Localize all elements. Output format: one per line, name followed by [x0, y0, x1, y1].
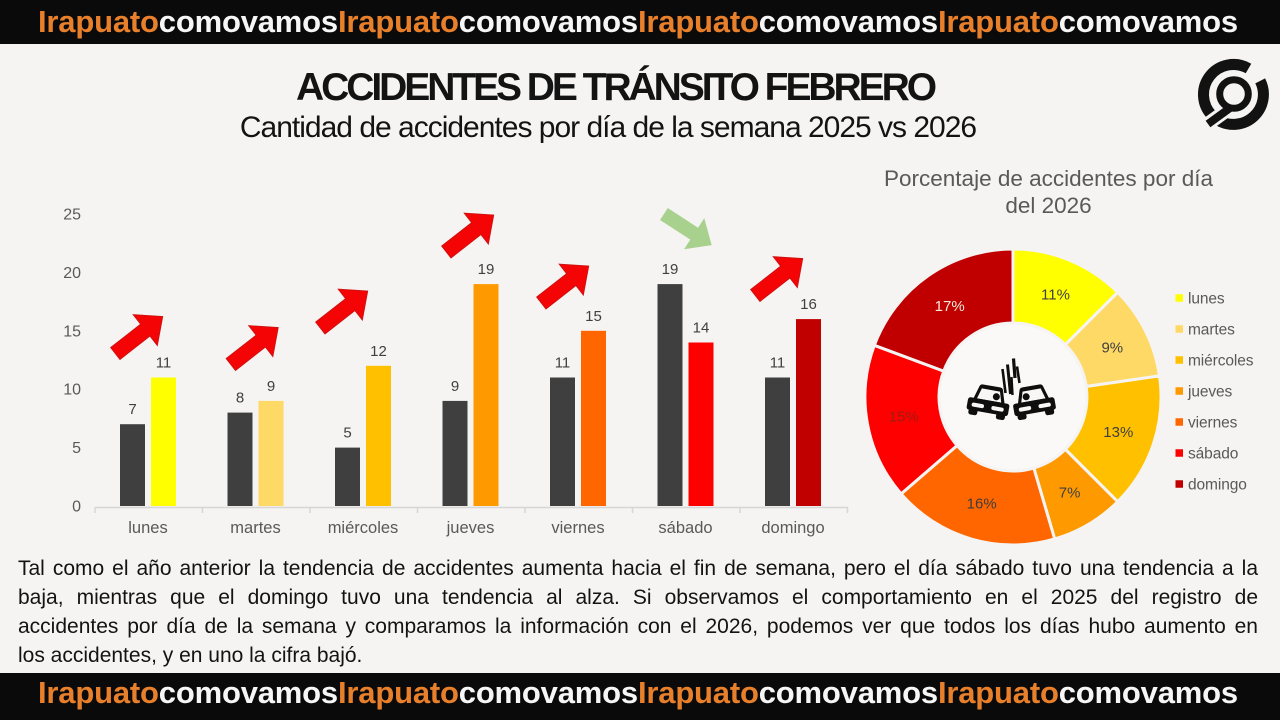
svg-text:12: 12	[370, 343, 387, 360]
svg-text:viernes: viernes	[1188, 415, 1238, 432]
svg-text:15: 15	[585, 308, 602, 325]
svg-text:11: 11	[156, 355, 172, 372]
svg-text:17%: 17%	[935, 298, 965, 315]
svg-text:5: 5	[72, 440, 81, 457]
svg-text:14: 14	[693, 320, 710, 337]
svg-text:domingo: domingo	[761, 519, 824, 537]
svg-text:sábado: sábado	[1188, 446, 1238, 463]
svg-text:15%: 15%	[889, 409, 919, 426]
svg-text:19: 19	[478, 261, 495, 278]
svg-text:20: 20	[63, 265, 81, 282]
svg-text:15: 15	[63, 323, 81, 340]
svg-text:13%: 13%	[1103, 424, 1133, 441]
svg-text:miércoles: miércoles	[1188, 353, 1254, 370]
svg-text:9: 9	[267, 378, 275, 395]
svg-text:11%: 11%	[1041, 286, 1070, 303]
svg-text:0: 0	[72, 499, 81, 516]
svg-text:11: 11	[555, 355, 571, 372]
svg-text:lunes: lunes	[128, 519, 167, 537]
svg-text:jueves: jueves	[446, 519, 495, 537]
svg-text:16%: 16%	[967, 496, 997, 513]
svg-text:7%: 7%	[1059, 485, 1081, 502]
svg-text:16: 16	[800, 296, 817, 313]
svg-text:25: 25	[63, 207, 81, 224]
svg-text:7: 7	[128, 401, 136, 418]
svg-text:martes: martes	[230, 519, 280, 537]
svg-text:viernes: viernes	[551, 519, 604, 537]
svg-text:domingo: domingo	[1188, 477, 1247, 494]
svg-text:martes: martes	[1188, 322, 1235, 339]
svg-text:10: 10	[63, 382, 81, 399]
svg-text:sábado: sábado	[658, 519, 712, 537]
svg-text:jueves: jueves	[1187, 384, 1233, 401]
svg-text:11: 11	[770, 355, 786, 372]
svg-text:9: 9	[451, 378, 459, 395]
svg-text:9%: 9%	[1101, 339, 1123, 356]
svg-text:5: 5	[343, 425, 351, 442]
svg-text:miércoles: miércoles	[328, 519, 399, 537]
svg-text:19: 19	[662, 261, 679, 278]
svg-text:8: 8	[236, 390, 244, 407]
svg-text:lunes: lunes	[1188, 291, 1225, 308]
